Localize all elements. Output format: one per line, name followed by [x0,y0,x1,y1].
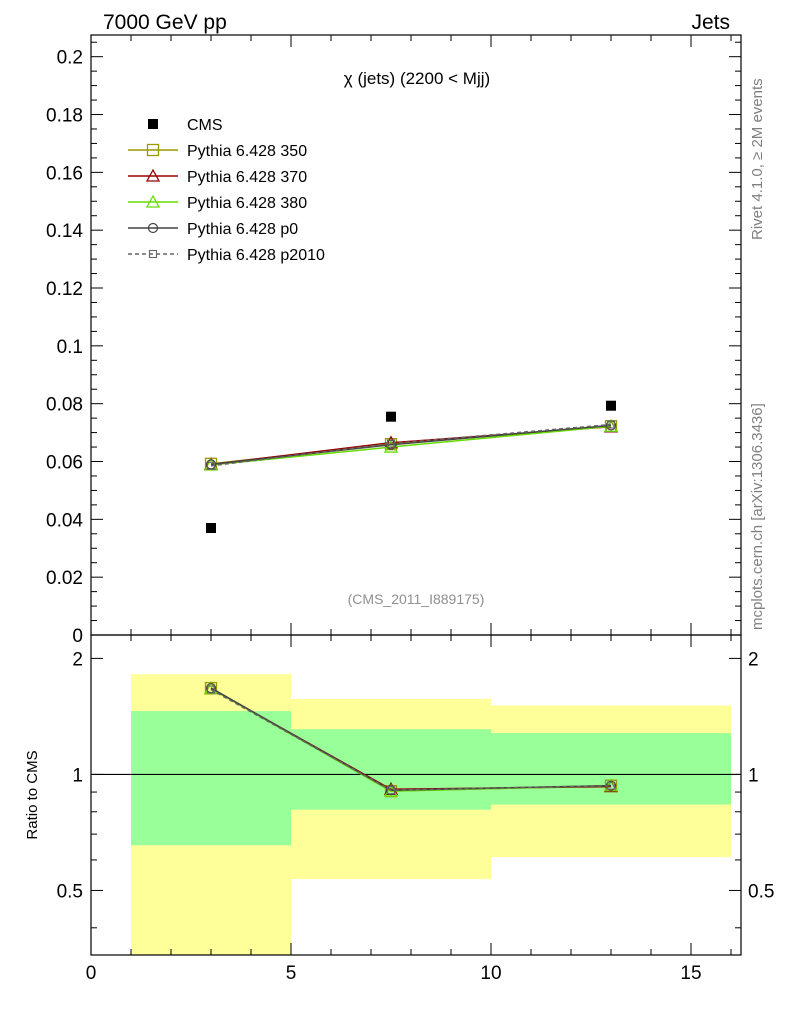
ratio-inner-band-1 [291,729,491,810]
ratio-x-tick-label-0: 0 [86,963,97,984]
main-y-tick-label-9: 0.18 [46,106,83,127]
legend-marker-cms [148,119,158,129]
ratio-y-tick-label-right-0: 0.5 [748,881,774,902]
legend-entry-pythia-6-428-380: Pythia 6.428 380 [128,194,307,212]
ratio-y-axis-label: Ratio to CMS [24,750,41,839]
main-point-cms-1 [386,411,396,422]
main-axis-ticks: 0 0.02 0.04 0.06 0.08 0.1 0.12 0.14 0.16 0.18 0.2 [46,35,741,647]
ratio-y-tick-label-left-1: 1 [72,765,83,786]
main-point-pythia-6-428-p2010-0 [206,461,216,470]
main-point-pythia-6-428-p2010-2 [606,420,616,429]
ratio-y-tick-label-left-0: 0.5 [57,881,83,902]
main-y-tick-label-0: 0 [72,626,83,647]
ratio-panel: 0.5 0.5 1 1 2 2 0 5 10 15 Ratio to CMS [24,634,774,984]
legend-marker-pythia-6-428-p0 [147,222,159,234]
main-title: χ (jets) (2200 < Mjj) [344,69,490,88]
ratio-plot-frame [90,634,742,956]
main-y-tick-label-2: 0.04 [46,510,83,531]
header-left-label: 7000 GeV pp [103,11,227,34]
ratio-inner-band-0 [131,711,291,846]
main-y-tick-label-5: 0.1 [57,337,83,358]
ratio-point-pythia-6-428-p2010-2 [606,781,616,790]
main-y-tick-label-7: 0.14 [46,221,83,242]
legend-marker-pythia-6-428-350 [146,143,160,157]
main-series-group [203,400,619,534]
ratio-x-tick-label-2: 10 [480,963,501,984]
legend-marker-pythia-6-428-380 [145,194,161,208]
legend-marker-pythia-6-428-p2010 [148,249,158,259]
main-point-cms-0 [206,523,216,534]
ratio-y-tick-label-left-2: 2 [72,649,83,670]
ratio-series-group [203,681,619,798]
main-line-pythia-6-428-p0 [210,424,612,466]
main-line-pythia-6-428-380 [210,425,612,466]
legend-label-pythia-6-428-p0: Pythia 6.428 p0 [187,221,298,238]
analysis-reference: (CMS_2011_I889175) [348,591,485,607]
legend-entry-pythia-6-428-350: Pythia 6.428 350 [128,143,307,160]
ratio-y-tick-label-right-2: 2 [748,649,759,670]
main-point-pythia-6-428-p2010-1 [386,439,396,448]
main-point-cms-2 [606,400,616,411]
ratio-line-pythia-6-428-p2010 [210,688,612,791]
side-label-bottom: mcplots.cern.ch [arXiv:1306.3436] [749,403,766,630]
legend-label-pythia-6-428-350: Pythia 6.428 350 [187,143,307,160]
ratio-x-tick-label-1: 5 [286,963,297,984]
ratio-bands [131,674,731,955]
legend-entry-pythia-6-428-p2010: Pythia 6.428 p2010 [128,247,325,264]
legend-label-pythia-6-428-p2010: Pythia 6.428 p2010 [187,247,325,264]
legend: CMS Pythia 6.428 350 Pythia 6.428 370 Pythi… [128,117,325,264]
header-right-label: Jets [691,11,730,34]
main-series-cms [206,400,616,534]
ratio-axis-ticks: 0.5 0.5 1 1 2 2 0 5 10 15 [57,635,774,984]
ratio-x-tick-label-3: 15 [680,963,701,984]
legend-entry-pythia-6-428-p0: Pythia 6.428 p0 [128,221,298,238]
main-y-tick-label-3: 0.06 [46,453,83,474]
legend-label-cms: CMS [187,117,223,134]
legend-marker-pythia-6-428-370 [145,168,161,182]
main-panel: χ (jets) (2200 < Mjj) (CMS_2011_I889175)… [46,34,742,647]
ratio-y-tick-label-right-1: 1 [748,765,759,786]
main-y-tick-label-1: 0.02 [46,568,83,589]
legend-label-pythia-6-428-380: Pythia 6.428 380 [187,195,307,212]
legend-entry-pythia-6-428-370: Pythia 6.428 370 [128,168,307,186]
ratio-inner-band-2 [491,733,731,805]
main-series-pythia-6-428-p2010 [206,420,616,470]
ratio-point-pythia-6-428-p2010-1 [386,786,396,795]
main-y-tick-label-4: 0.08 [46,395,83,416]
ratio-point-pythia-6-428-p2010-0 [206,685,216,694]
main-series-pythia-6-428-380 [203,418,619,471]
main-y-tick-label-10: 0.2 [57,48,83,69]
main-y-tick-label-6: 0.12 [46,279,83,300]
ratio-series-pythia-6-428-p2010 [206,685,616,795]
legend-label-pythia-6-428-370: Pythia 6.428 370 [187,169,307,186]
legend-entry-cms: CMS [148,117,223,134]
main-y-tick-label-8: 0.16 [46,163,83,184]
side-label-top: Rivet 4.1.0, ≥ 2M events [749,78,766,240]
